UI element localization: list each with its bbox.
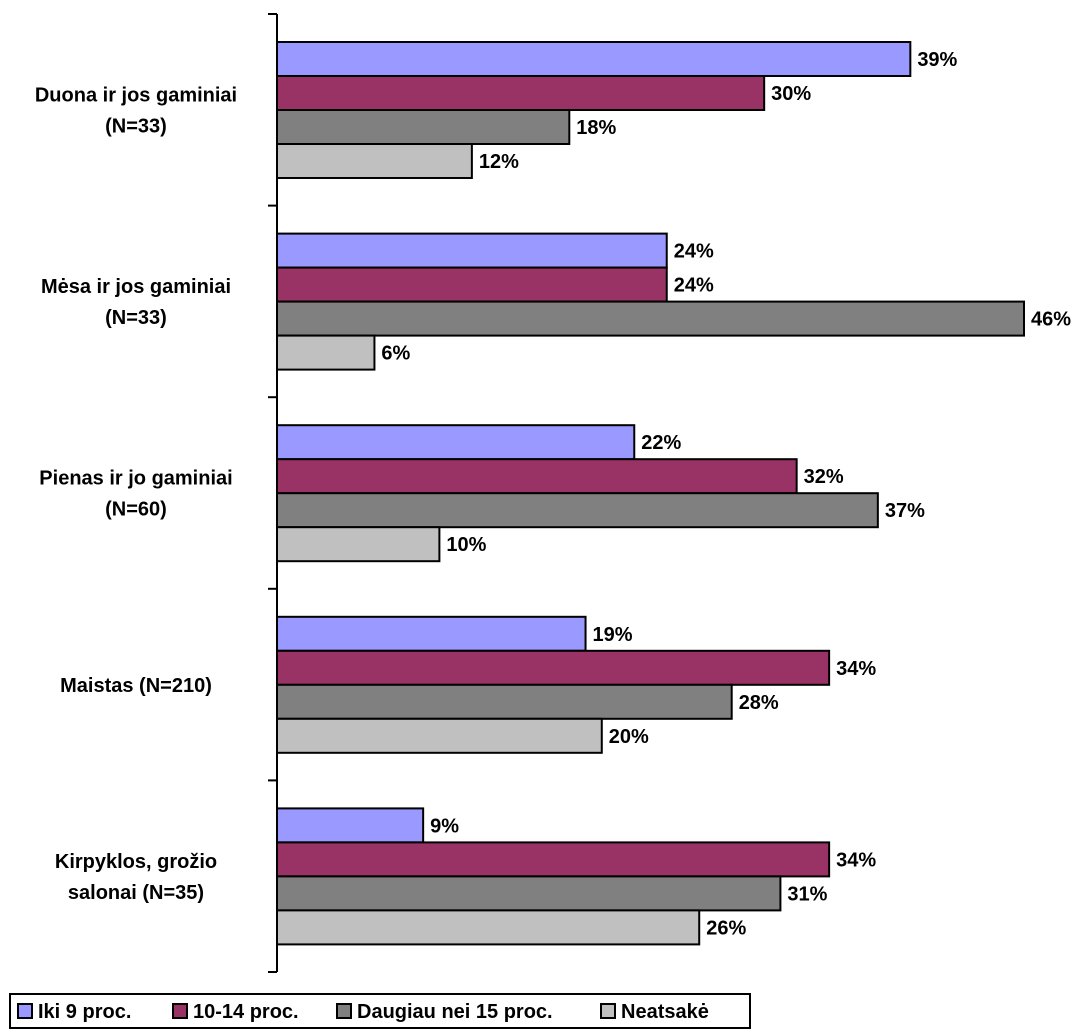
bar — [276, 232, 668, 269]
data-label: 12% — [479, 151, 519, 173]
category-label: (N=33) — [105, 116, 167, 138]
legend-swatch — [172, 1003, 188, 1019]
data-label: 30% — [771, 83, 811, 105]
axis-layer — [268, 13, 278, 973]
category-label: (N=60) — [105, 499, 167, 521]
bar — [276, 909, 701, 946]
bar — [276, 300, 1025, 337]
bar — [276, 109, 571, 145]
data-label: 9% — [430, 815, 459, 837]
data-label: 34% — [836, 658, 876, 680]
data-label: 32% — [804, 466, 844, 488]
value-labels: 39% 30% 18% 12% 24% 24% 46% 6% 22% 32% 37% 10% 19% 34… — [381, 49, 1071, 939]
bar — [276, 615, 587, 652]
category-label: Maistas (N=210) — [60, 675, 212, 697]
data-label: 28% — [739, 692, 779, 714]
bar — [276, 458, 798, 495]
data-label: 46% — [1031, 309, 1071, 331]
bar — [276, 492, 879, 529]
data-label: 24% — [674, 241, 714, 263]
data-label: 18% — [576, 117, 616, 139]
legend-swatch — [336, 1003, 352, 1019]
category-label: Pienas ir jo gaminiai — [39, 468, 232, 490]
legend-box — [9, 993, 751, 1029]
category-labels: Duona ir jos gaminiai (N=33) Mėsa ir jos g… — [35, 85, 237, 904]
bar — [276, 334, 376, 371]
bar — [276, 526, 441, 563]
legend-label: Iki 9 proc. — [38, 1001, 131, 1023]
bar — [276, 75, 766, 111]
data-label: 22% — [641, 432, 681, 454]
bars — [276, 41, 1025, 946]
legend: Iki 9 proc. 10-14 proc. Daugiau nei 15 pro… — [9, 993, 751, 1029]
data-label: 39% — [917, 49, 957, 71]
category-label: Mėsa ir jos gaminiai — [41, 276, 231, 298]
legend-label: 10-14 proc. — [193, 1001, 299, 1023]
data-label: 31% — [787, 883, 827, 905]
category-label: salonai (N=35) — [68, 882, 204, 904]
data-label: 20% — [609, 726, 649, 748]
bar — [276, 424, 636, 461]
legend-swatch — [600, 1003, 616, 1019]
bar — [276, 875, 782, 912]
data-label: 26% — [706, 917, 746, 939]
data-label: 24% — [674, 275, 714, 297]
bar — [276, 717, 603, 754]
bar — [276, 649, 831, 686]
bar — [276, 143, 473, 179]
legend-label: Neatsakė — [621, 1001, 709, 1023]
data-label: 34% — [836, 849, 876, 871]
data-label: 6% — [381, 343, 410, 365]
bar — [276, 683, 733, 720]
data-label: 19% — [593, 624, 633, 646]
category-label: (N=33) — [105, 307, 167, 329]
bar — [276, 841, 831, 878]
legend-swatch — [17, 1003, 33, 1019]
legend-label: Daugiau nei 15 proc. — [357, 1001, 553, 1023]
category-label: Duona ir jos gaminiai — [35, 85, 237, 107]
data-label: 37% — [885, 500, 925, 522]
data-label: 10% — [446, 534, 486, 556]
bar — [276, 807, 425, 844]
bar — [276, 266, 668, 303]
category-label: Kirpyklos, grožio — [55, 851, 217, 873]
bar — [276, 41, 912, 77]
